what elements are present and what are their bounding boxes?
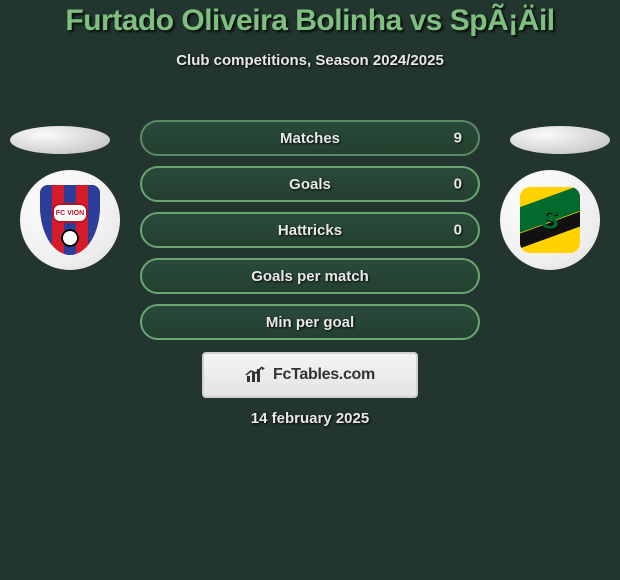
stat-row-goals: Goals 0 [140,166,480,202]
stat-row-hattricks: Hattricks 0 [140,212,480,248]
page-title: Furtado Oliveira Bolinha vs SpÃ¡Äil [0,0,620,38]
stat-row-goals-per-match: Goals per match [140,258,480,294]
club-badge-left: FC VION [20,170,120,270]
stats-container: Matches 9 Goals 0 Hattricks 0 Goals per … [140,120,480,350]
stat-value: 0 [454,176,462,193]
stat-row-matches: Matches 9 [140,120,480,156]
club-badge-right: S [500,170,600,270]
club-badge-left-label: FC VION [52,203,88,223]
stat-value: 0 [454,222,462,239]
subtitle: Club competitions, Season 2024/2025 [0,52,620,69]
stat-value: 9 [454,130,462,147]
stat-label: Matches [280,130,340,147]
player-head-left [10,126,110,154]
stat-label: Goals per match [251,268,369,285]
stat-label: Min per goal [266,314,354,331]
stat-label: Hattricks [278,222,342,239]
brand-text: FcTables.com [273,366,375,384]
stat-label: Goals [289,176,331,193]
chart-icon [245,366,267,384]
date-text: 14 february 2025 [0,410,620,427]
player-head-right [510,126,610,154]
brand-badge: FcTables.com [202,352,418,398]
stat-row-min-per-goal: Min per goal [140,304,480,340]
